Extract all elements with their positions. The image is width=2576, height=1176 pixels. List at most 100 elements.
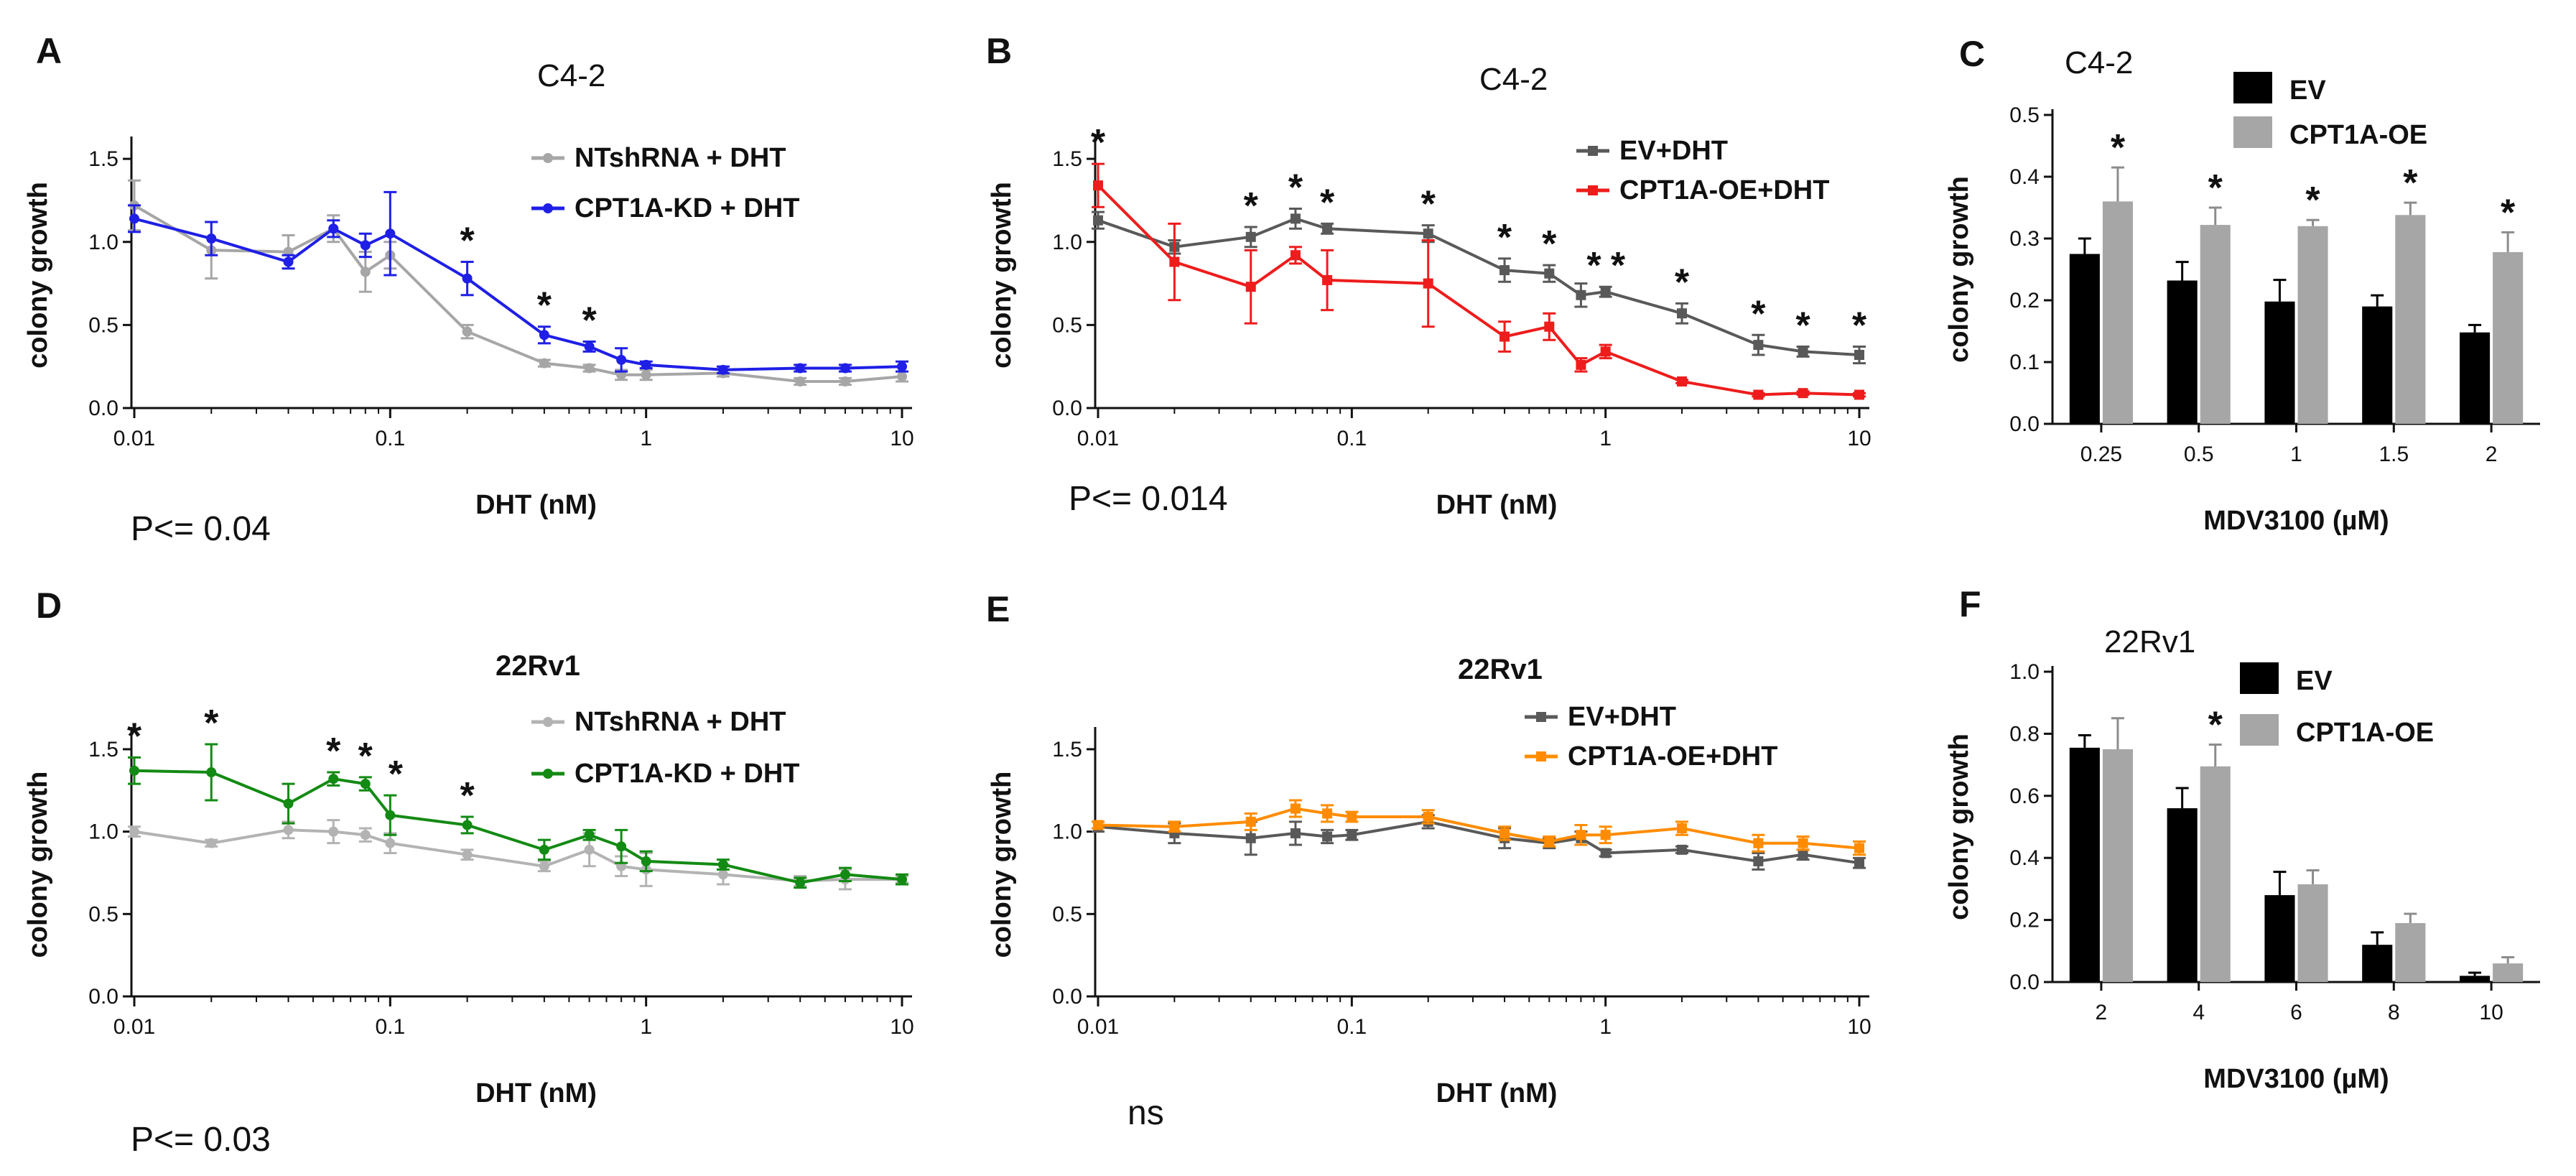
chart-title: C4-2 (537, 58, 605, 93)
data-point (1576, 359, 1586, 370)
data-point (1245, 833, 1256, 843)
data-point (584, 844, 595, 855)
data-point (1499, 331, 1510, 342)
data-point (328, 223, 339, 234)
legend-marker (1536, 751, 1546, 761)
x-axis-label: MDV3100 (µM) (2203, 1064, 2389, 1094)
data-point (1677, 308, 1688, 319)
legend: EV CPT1A-OE (2240, 662, 2434, 748)
data-point (641, 856, 651, 866)
y-tick-label: 0.0 (88, 397, 118, 420)
series-cpt1a-oe-dht (1092, 162, 1866, 400)
data-point (795, 877, 806, 888)
data-point (462, 326, 473, 337)
data-point (1798, 849, 1808, 860)
y-tick-label: 0.2 (2009, 909, 2040, 932)
data-point (1169, 821, 1180, 832)
significance-star: * (1497, 217, 1512, 259)
x-tick-label: 1 (2290, 443, 2302, 466)
significance-star: * (2403, 162, 2418, 204)
x-tick-label: 10 (2479, 1001, 2503, 1024)
chart-title: C4-2 (1479, 62, 1548, 97)
significance-star: * (1542, 223, 1557, 265)
series-cpt1a-kd-dht (128, 190, 908, 375)
y-axis-label: colony growth (987, 772, 1017, 958)
legend-marker (543, 203, 553, 213)
data-point (897, 361, 907, 372)
series-ntshrna-dht (128, 179, 908, 386)
x-tick-label: 6 (2290, 1001, 2302, 1024)
y-tick-label: 0.0 (1052, 985, 1082, 1009)
legend-label: CPT1A-OE (2296, 718, 2434, 748)
y-tick-label: 1.5 (1052, 147, 1082, 171)
data-point (1093, 180, 1103, 191)
data-point (360, 779, 371, 790)
significance-star: * (1586, 245, 1601, 287)
data-point (584, 341, 595, 352)
y-tick-label: 0.0 (1052, 397, 1082, 420)
series-line (1097, 184, 1860, 397)
data-point (795, 363, 806, 374)
y-axis-label: colony growth (987, 182, 1017, 369)
data-point (840, 363, 850, 374)
y-tick-label: 0.2 (2009, 289, 2040, 312)
x-tick-label: 0.25 (2080, 443, 2122, 466)
bar-ev (2362, 306, 2393, 424)
data-point (717, 859, 728, 870)
y-tick-label: 0.0 (88, 985, 118, 1009)
data-point (1423, 811, 1433, 822)
legend-label: NTshRNA + DHT (575, 707, 786, 737)
bar-cpt1a-oe (2102, 749, 2133, 982)
data-point (206, 767, 217, 778)
x-axis-label: DHT (nM) (1436, 490, 1558, 520)
data-point (1290, 213, 1301, 224)
data-point (385, 838, 396, 848)
data-point (385, 228, 396, 239)
data-point (1576, 830, 1586, 841)
x-tick-label: 0.5 (2184, 443, 2214, 466)
data-point (462, 820, 473, 830)
panel-f: F 22Rv1 0.0 0.2 0.4 0.6 0.8 1.0 colony growth 2 4 6… (1944, 584, 2540, 1094)
y-tick-label: 1.0 (88, 231, 118, 254)
y-tick-label: 0.3 (2009, 227, 2040, 251)
data-point (1753, 856, 1764, 866)
data-point (1854, 858, 1864, 869)
data-point (1753, 340, 1764, 351)
data-point (1753, 838, 1764, 848)
y-tick-label: 1.0 (2009, 660, 2040, 684)
significance-star: * (582, 300, 597, 342)
legend-marker (543, 153, 553, 163)
legend-label: CPT1A-KD + DHT (575, 759, 800, 789)
data-point (584, 363, 595, 374)
legend: EV CPT1A-OE (2233, 72, 2427, 150)
data-point (1499, 265, 1510, 276)
data-point (1677, 844, 1688, 855)
statistics-note: P<= 0.04 (131, 510, 271, 548)
data-point (840, 376, 850, 386)
x-tick-label: 1 (640, 1015, 652, 1039)
legend: NTshRNA + DHT CPT1A-KD + DHT (531, 707, 800, 789)
legend-marker (1588, 185, 1598, 195)
bar-cpt1a-oe (2297, 884, 2328, 982)
data-point (641, 359, 651, 370)
data-point (539, 358, 549, 369)
data-point (360, 267, 371, 277)
legend: EV+DHT CPT1A-OE+DHT (1576, 136, 1829, 205)
x-tick-label: 1 (640, 427, 652, 450)
bar-cpt1a-oe (2493, 251, 2524, 424)
data-point (795, 376, 806, 386)
data-point (360, 830, 371, 841)
statistics-note: P<= 0.014 (1069, 480, 1228, 518)
panel-b: B C4-2 0.0 0.5 1.0 1.5 colony growth 0.01 0.1 1 10… (986, 31, 1871, 520)
bar-ev (2167, 280, 2198, 424)
data-point (897, 371, 907, 382)
legend-swatch (2233, 116, 2272, 148)
data-point (717, 364, 728, 375)
significance-star: * (2111, 127, 2126, 169)
x-axis-label: MDV3100 (µM) (2203, 506, 2389, 536)
y-axis-label: colony growth (1944, 176, 1974, 363)
significance-star: * (1091, 122, 1106, 164)
x-tick-label: 2 (2096, 1001, 2108, 1024)
y-tick-label: 1.0 (88, 820, 118, 844)
significance-star: * (204, 703, 219, 744)
